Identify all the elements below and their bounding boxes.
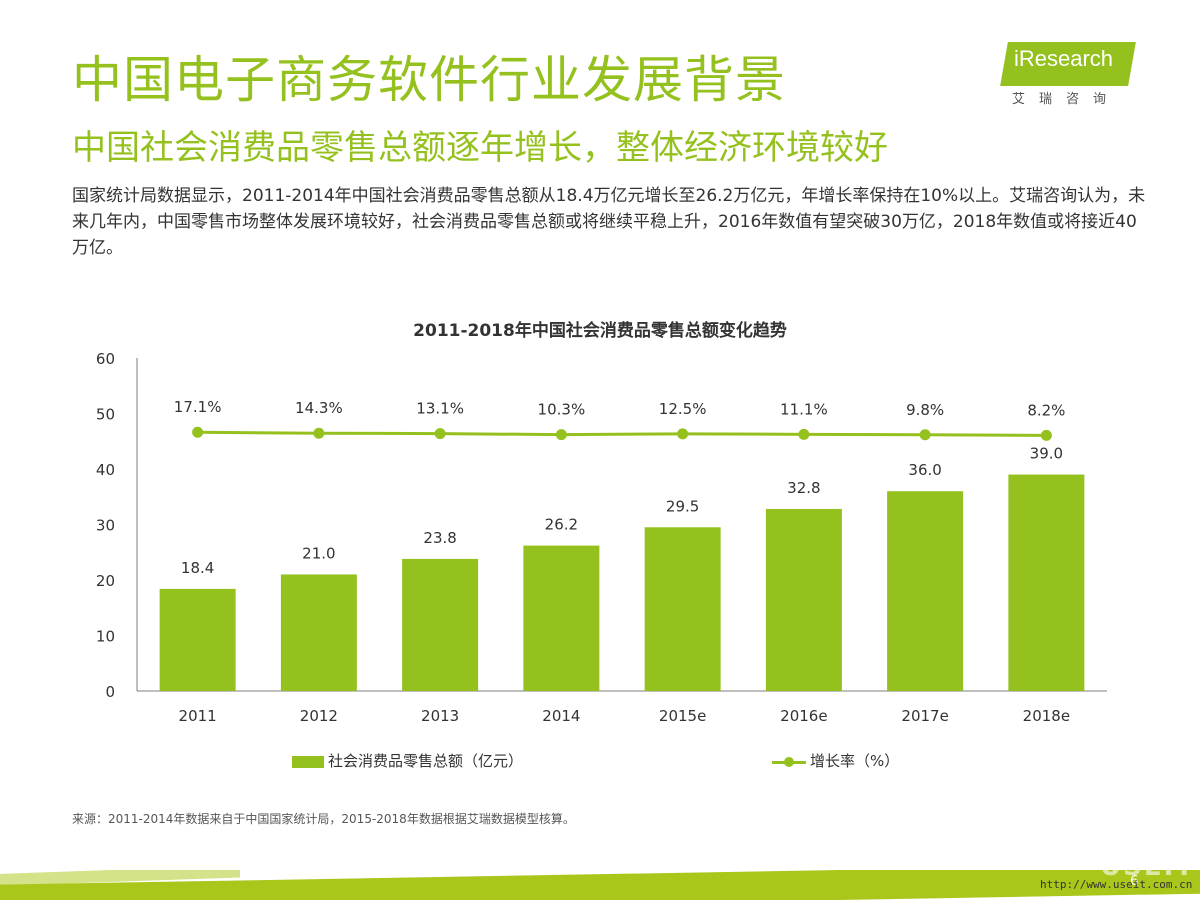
growth-rate-point	[798, 428, 810, 440]
growth-rate-label: 9.8%	[906, 401, 944, 419]
bar-value-label: 36.0	[908, 461, 941, 479]
iresearch-logo: iResearch 艾瑞咨询	[1000, 42, 1136, 107]
growth-rate-point	[919, 429, 931, 441]
description-text: 国家统计局数据显示，2011-2014年中国社会消费品零售总额从18.4万亿元增…	[72, 186, 1146, 258]
bar-value-label: 18.4	[181, 559, 214, 577]
legend-bar-swatch	[292, 755, 324, 768]
bar-value-label: 26.2	[545, 516, 578, 534]
growth-rate-point	[677, 428, 689, 440]
x-tick-label: 2018e	[1023, 707, 1070, 725]
page-title: 中国电子商务软件行业发展背景	[72, 51, 786, 109]
legend-bar-label: 社会消费品零售总额（亿元）	[328, 752, 524, 770]
growth-rate-label: 12.5%	[659, 400, 707, 418]
legend-line-swatch	[772, 755, 806, 769]
y-tick-label: 0	[105, 683, 115, 701]
growth-rate-label: 17.1%	[174, 398, 222, 416]
watermark: USEIT	[1100, 852, 1196, 882]
growth-rate-label: 13.1%	[416, 400, 464, 418]
growth-rate-point	[1040, 429, 1052, 441]
chart-title: 2011-2018年中国社会消费品零售总额变化趋势	[413, 321, 787, 341]
source-note: 来源：2011-2014年数据来自于中国国家统计局，2015-2018年数据根据…	[72, 812, 575, 826]
logo-text: iResearch	[1014, 46, 1114, 71]
growth-rate-point	[313, 427, 325, 439]
bar	[887, 491, 964, 691]
y-tick-label: 50	[96, 406, 115, 424]
footer-band	[0, 870, 1200, 900]
growth-rate-point	[555, 429, 567, 441]
y-tick-label: 30	[96, 517, 115, 535]
bar-value-label: 39.0	[1030, 445, 1063, 463]
legend-line-label: 增长率（%）	[810, 752, 900, 770]
growth-rate-label: 8.2%	[1027, 401, 1065, 419]
bar-value-label: 29.5	[666, 497, 699, 515]
x-tick-label: 2012	[300, 707, 338, 725]
growth-rate-label: 14.3%	[295, 399, 343, 417]
x-tick-label: 2014	[542, 707, 580, 725]
growth-rate-point	[192, 426, 204, 438]
page-subtitle: 中国社会消费品零售总额逐年增长，整体经济环境较好	[72, 128, 888, 168]
bar-value-label: 21.0	[302, 544, 335, 562]
x-tick-label: 2017e	[901, 707, 948, 725]
page-number: 6	[1130, 874, 1139, 889]
bar	[1008, 474, 1085, 691]
footer-url: http://www.useit.com.cn	[1040, 878, 1193, 891]
bar-value-label: 32.8	[787, 479, 820, 497]
bar	[280, 574, 357, 691]
growth-rate-label: 11.1%	[780, 400, 828, 418]
y-tick-label: 20	[96, 572, 115, 590]
growth-rate-line	[197, 430, 1047, 437]
y-tick-label: 10	[96, 628, 115, 646]
x-tick-label: 2015e	[659, 707, 706, 725]
logo-subtext: 艾瑞咨询	[1012, 92, 1121, 107]
x-tick-label: 2013	[421, 707, 459, 725]
bar	[765, 508, 842, 691]
bar-value-label: 23.8	[423, 529, 456, 547]
growth-rate-label: 10.3%	[538, 401, 586, 419]
bar	[523, 545, 600, 691]
growth-rate-point	[434, 428, 446, 440]
bar	[644, 527, 721, 691]
y-tick-label: 60	[96, 350, 115, 368]
legend-item-bar: 社会消费品零售总额（亿元）	[292, 750, 523, 774]
legend-item-line: 增长率（%）	[772, 750, 899, 774]
bar	[402, 558, 479, 691]
x-tick-label: 2011	[179, 707, 217, 725]
x-tick-label: 2016e	[780, 707, 827, 725]
y-tick-label: 40	[96, 461, 115, 479]
bar	[159, 588, 236, 691]
